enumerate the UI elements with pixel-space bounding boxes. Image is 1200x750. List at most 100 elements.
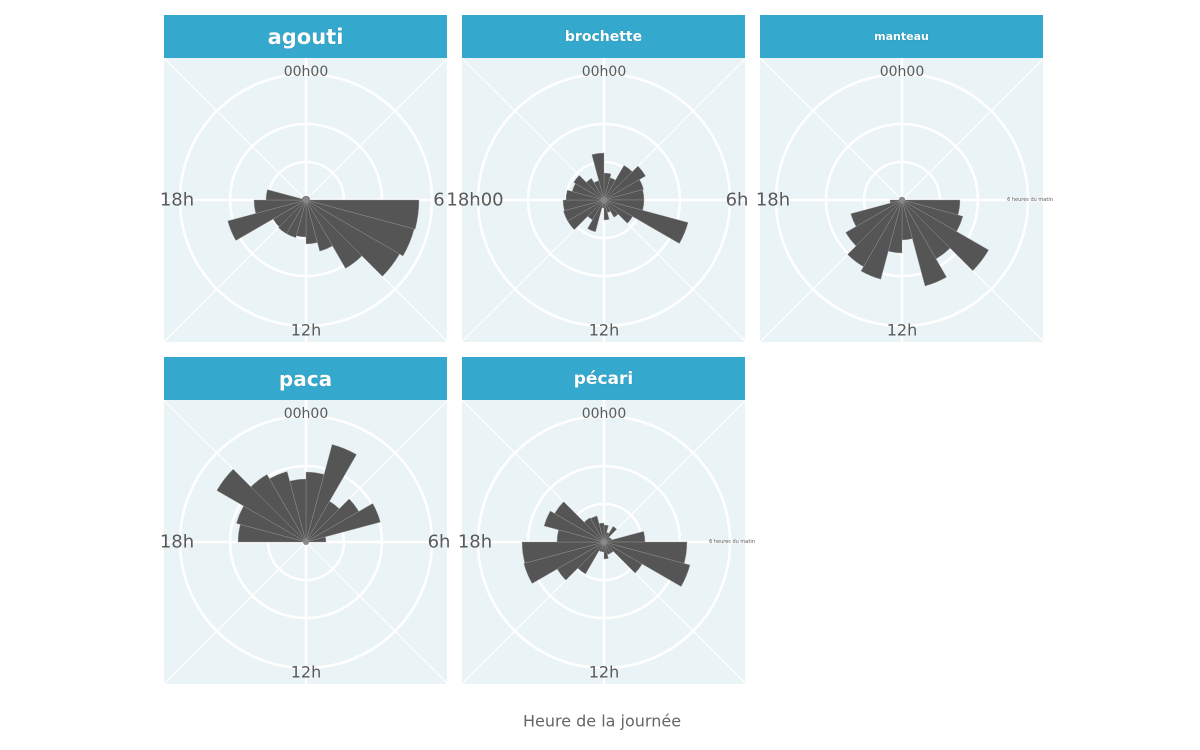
axis-label-top: 00h00 [581, 406, 627, 422]
bar-hour-3 [603, 165, 646, 201]
bar-hour-6 [305, 199, 420, 230]
bar-hour-9 [603, 199, 619, 218]
bar-hour-5 [305, 536, 327, 543]
bar-hour-4 [603, 179, 644, 201]
axis-label-bottom: 12h [290, 320, 322, 340]
bar-hour-21 [250, 474, 307, 543]
bar-hour-4 [305, 503, 381, 543]
facet-title: paca [164, 357, 447, 400]
axis-label-right: 6 [433, 189, 445, 211]
bar-hour-16 [850, 199, 903, 227]
rose-chart [164, 58, 447, 342]
axis-label-right: 6h [725, 189, 749, 211]
bar-hour-23 [289, 478, 307, 543]
bar-hour-17 [889, 199, 903, 204]
bar-hour-11 [603, 541, 609, 560]
polar-plot-area: 00h00 12h 18h00 6h [446, 58, 748, 342]
bar-hour-1 [305, 444, 357, 543]
grid-spoke [901, 58, 1043, 201]
grid-ring [228, 464, 384, 620]
grid-spoke [760, 58, 903, 201]
bar-hour-19 [543, 510, 605, 543]
bar-hour-13 [860, 199, 903, 280]
grid-ring [178, 72, 434, 328]
axis-label-bottom: 12h [588, 662, 620, 682]
rose-chart [462, 400, 745, 684]
grid-spoke [462, 199, 605, 342]
axis-label-top: 00h00 [283, 64, 329, 80]
facet-title: brochette [462, 15, 745, 58]
axis-label-top: 00h00 [283, 406, 329, 422]
axis-label-right: 6 heures du matin [1007, 197, 1053, 203]
bar-hour-14 [847, 199, 903, 267]
rose-chart [164, 400, 447, 684]
facet-title: pécari [462, 357, 745, 400]
bar-hour-8 [603, 199, 633, 224]
bar-hour-20 [554, 501, 605, 543]
facet-panel: manteau 00h00 12h 18h 6 heures du matin [756, 15, 1053, 342]
rose-chart [462, 58, 745, 342]
grid-ring [476, 72, 732, 328]
bar-hour-20 [573, 174, 605, 201]
center-point [899, 197, 905, 203]
axis-label-right: 6h [427, 531, 451, 553]
bar-hour-22 [590, 515, 605, 543]
bar-hour-10 [901, 199, 947, 287]
bar-hour-23 [598, 522, 605, 543]
bar-hour-8 [603, 541, 643, 574]
rose-chart [760, 58, 1043, 342]
facet-panel: brochette 00h00 12h 18h00 6h [446, 15, 748, 342]
bar-hour-21 [586, 178, 605, 201]
center-point [303, 539, 309, 545]
bar-hour-21 [583, 517, 605, 543]
bar-hour-16 [563, 199, 605, 222]
grid-spoke [164, 541, 307, 684]
bar-hour-18 [265, 189, 307, 201]
axis-label-left: 18h00 [446, 189, 504, 211]
x-axis-title: Heure de la journée [522, 711, 682, 731]
grid-ring [476, 414, 732, 670]
axis-label-bottom: 12h [588, 320, 620, 340]
bar-hour-8 [901, 199, 989, 271]
polar-plot-area: 00h00 12h 18h 6 heures du matin [458, 400, 755, 684]
polar-plot-area: 00h00 12h 18h 6 [160, 58, 447, 342]
axis-label-left: 18h [755, 189, 791, 211]
bar-hour-17 [253, 199, 307, 214]
bar-hour-7 [603, 541, 691, 587]
grid-spoke [164, 58, 307, 201]
bar-hour-11 [305, 199, 318, 245]
bar-hour-17 [562, 199, 605, 211]
grid-ring [526, 122, 682, 278]
facet-panel: agouti 00h00 12h 18h 6 [160, 15, 447, 342]
bar-hour-20 [216, 468, 307, 543]
center-point [601, 197, 607, 203]
bar-hour-7 [305, 199, 415, 257]
grid-ring [824, 122, 980, 278]
grid-spoke [164, 199, 307, 342]
grid-spoke [462, 58, 605, 201]
axis-label-bottom: 12h [290, 662, 322, 682]
grid-spoke [305, 541, 447, 684]
axis-label-left: 18h [159, 189, 195, 211]
bar-hour-8 [305, 199, 400, 277]
grid-spoke [603, 400, 745, 543]
bar-hour-10 [305, 199, 333, 252]
grid-spoke [305, 58, 447, 201]
axis-label-bottom: 12h [886, 320, 918, 340]
bar-hour-16 [523, 541, 605, 584]
facet-title: manteau [760, 15, 1043, 58]
bar-hour-2 [603, 526, 618, 543]
bar-hour-14 [278, 199, 307, 235]
facet-panel: paca 00h00 12h 18h 6h [160, 357, 450, 684]
bar-hour-16 [227, 199, 307, 241]
grid-spoke [603, 199, 745, 342]
grid-ring [774, 72, 1030, 328]
axis-label-left: 18h [159, 531, 195, 553]
bar-hour-11 [603, 199, 610, 221]
bar-hour-13 [587, 199, 605, 233]
bar-hour-9 [305, 199, 363, 269]
bar-hour-17 [521, 541, 605, 564]
bar-hour-22 [269, 471, 307, 543]
bar-hour-15 [845, 199, 903, 247]
axis-label-right: 6 heures du matin [709, 539, 755, 545]
